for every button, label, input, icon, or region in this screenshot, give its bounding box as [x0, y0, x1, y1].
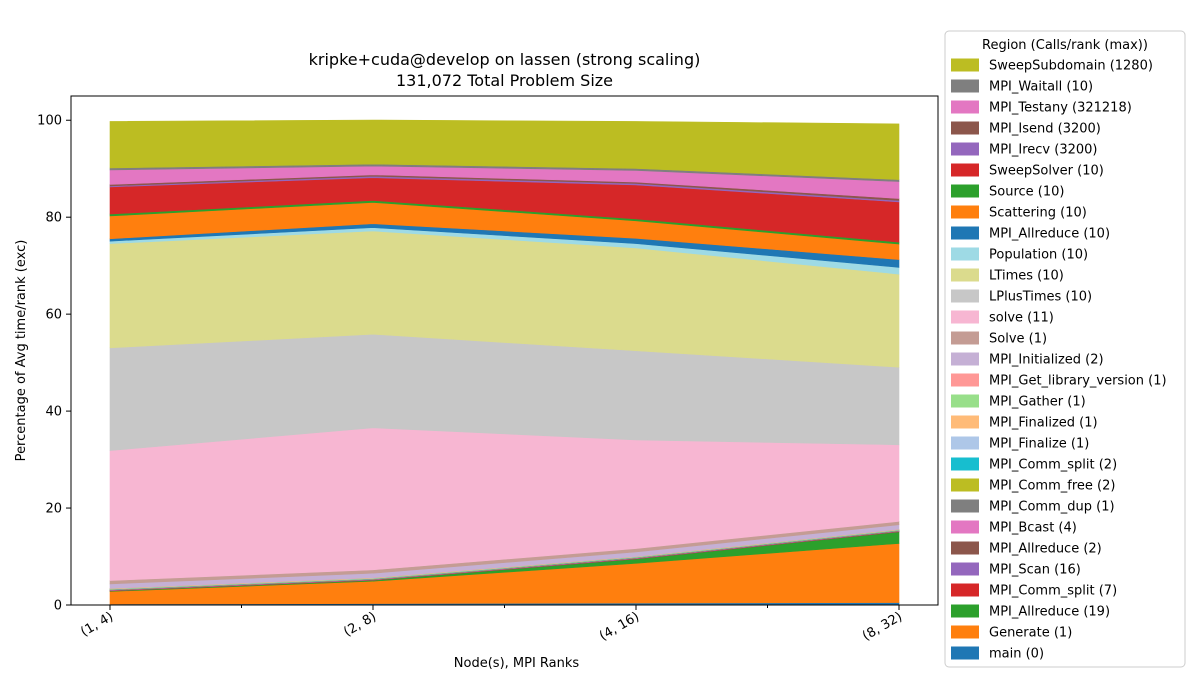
- legend-label: MPI_Gather (1): [989, 395, 1086, 410]
- y-axis-label: Percentage of Avg time/rank (exc): [14, 240, 29, 462]
- legend-label: Solve (1): [989, 332, 1047, 347]
- x-tick-label: (4, 16): [597, 609, 642, 644]
- legend-swatch: [951, 436, 979, 450]
- legend-swatch: [951, 478, 979, 492]
- legend-label: SweepSubdomain (1280): [989, 59, 1153, 74]
- legend-swatch: [951, 331, 979, 345]
- y-tick-label: 0: [54, 599, 62, 614]
- legend-label: main (0): [989, 647, 1044, 662]
- legend-swatch: [951, 646, 979, 660]
- legend-label: MPI_Testany (321218): [989, 101, 1132, 116]
- legend-swatch: [951, 79, 979, 93]
- legend-title: Region (Calls/rank (max)): [982, 38, 1148, 53]
- legend-swatch: [951, 184, 979, 198]
- legend-swatch: [951, 583, 979, 597]
- legend-swatch: [951, 457, 979, 471]
- legend-label: MPI_Get_library_version (1): [989, 374, 1167, 389]
- y-tick-label: 60: [45, 308, 62, 323]
- legend-label: MPI_Comm_dup (1): [989, 500, 1115, 515]
- y-tick-label: 80: [45, 211, 62, 226]
- chart-subtitle: 131,072 Total Problem Size: [396, 71, 613, 90]
- x-axis: (1, 4) (2, 8) (4, 16) (8, 32): [78, 605, 905, 644]
- legend-swatch: [951, 121, 979, 135]
- legend-swatch: [951, 604, 979, 618]
- y-tick-label: 100: [37, 114, 62, 129]
- y-tick-label: 40: [45, 405, 62, 420]
- legend-swatch: [951, 58, 979, 72]
- legend-label: MPI_Comm_split (7): [989, 584, 1117, 599]
- area-sweepsubdomain-1280-28: [109, 119, 900, 180]
- legend-swatch: [951, 163, 979, 177]
- legend-label: MPI_Finalize (1): [989, 437, 1089, 452]
- legend-label: MPI_Scan (16): [989, 563, 1081, 578]
- area-series-group: [109, 119, 900, 606]
- legend-swatch: [951, 499, 979, 513]
- legend-swatch: [951, 394, 979, 408]
- x-tick-label: (8, 32): [860, 609, 905, 644]
- legend-swatch: [951, 205, 979, 219]
- legend-label: MPI_Comm_split (2): [989, 458, 1117, 473]
- legend-frame: [944, 30, 1186, 668]
- legend-swatch: [951, 142, 979, 156]
- legend-label: MPI_Allreduce (19): [989, 605, 1110, 620]
- legend-label: solve (11): [989, 311, 1054, 326]
- legend-swatch: [951, 625, 979, 639]
- legend-swatch: [951, 310, 979, 324]
- y-axis: 0 20 40 60 80 100: [37, 114, 71, 614]
- legend-label: SweepSolver (10): [989, 164, 1104, 179]
- legend-swatch: [951, 541, 979, 555]
- y-tick-label: 20: [45, 502, 62, 517]
- legend-label: MPI_Irecv (3200): [989, 143, 1097, 158]
- x-tick-label: (2, 8): [341, 609, 379, 639]
- legend-swatch: [951, 289, 979, 303]
- legend-swatch: [951, 226, 979, 240]
- legend-swatch: [951, 352, 979, 366]
- legend-label: MPI_Finalized (1): [989, 416, 1098, 431]
- legend-label: Generate (1): [989, 626, 1072, 641]
- legend: Region (Calls/rank (max)) SweepSubdomain …: [944, 30, 1186, 668]
- x-axis-label: Node(s), MPI Ranks: [454, 656, 580, 671]
- legend-swatch: [951, 562, 979, 576]
- legend-label: MPI_Waitall (10): [989, 80, 1093, 95]
- legend-label: MPI_Initialized (2): [989, 353, 1104, 368]
- x-tick-label: (1, 4): [78, 609, 116, 639]
- legend-label: MPI_Bcast (4): [989, 521, 1077, 536]
- legend-swatch: [951, 100, 979, 114]
- legend-swatch: [951, 520, 979, 534]
- legend-swatch: [951, 415, 979, 429]
- legend-label: MPI_Allreduce (10): [989, 227, 1110, 242]
- legend-label: Population (10): [989, 248, 1088, 263]
- legend-swatch: [951, 247, 979, 261]
- legend-label: MPI_Isend (3200): [989, 122, 1101, 137]
- legend-label: LTimes (10): [989, 269, 1064, 284]
- chart-title: kripke+cuda@develop on lassen (strong sc…: [309, 50, 701, 69]
- legend-label: Source (10): [989, 185, 1064, 200]
- legend-swatch: [951, 373, 979, 387]
- legend-label: Scattering (10): [989, 206, 1087, 221]
- legend-label: MPI_Comm_free (2): [989, 479, 1115, 494]
- legend-swatch: [951, 268, 979, 282]
- legend-label: MPI_Allreduce (2): [989, 542, 1102, 557]
- legend-label: LPlusTimes (10): [989, 290, 1092, 305]
